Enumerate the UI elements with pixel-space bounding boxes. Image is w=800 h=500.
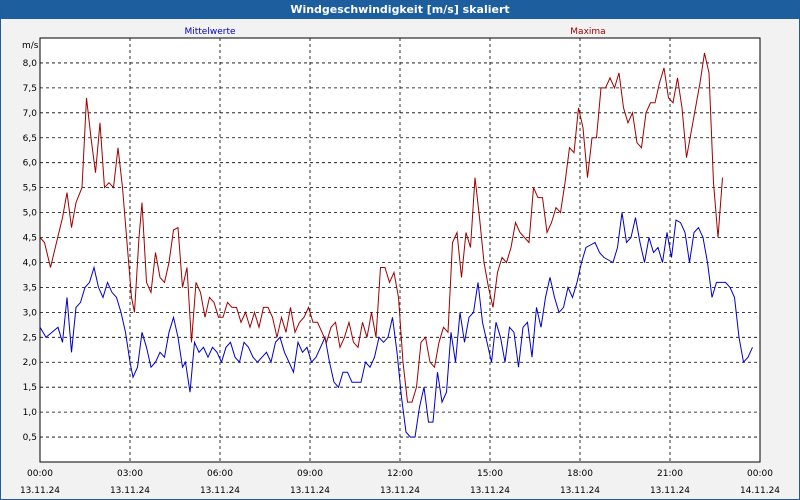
x-axis: 00:00 13.11.24 03:00 13.11.24 06:00 13.11.24 0…: [20, 469, 780, 496]
legend-maxima: Maxima: [570, 27, 605, 37]
y-tick-label: 0,5: [23, 433, 37, 443]
x-tick-date: 14.11.24: [740, 486, 780, 496]
x-tick-time: 03:00: [117, 469, 143, 479]
y-tick-label: 6,0: [23, 159, 38, 169]
y-tick-label: 3,5: [23, 283, 37, 293]
y-tick-label: 4,0: [23, 258, 38, 268]
series-group: [39, 52, 753, 438]
y-axis: 0,5 1,0 1,5 2,0 2,5 3,0 3,5 4,0 4,5 5,0 5,5 6,0 6,5 7…: [23, 59, 38, 443]
x-tick-time: 09:00: [297, 469, 323, 479]
y-tick-label: 1,0: [23, 408, 38, 418]
y-tick-label: 3,0: [23, 308, 38, 318]
x-tick-time: 00:00: [27, 469, 53, 479]
x-tick-date: 13.11.24: [110, 486, 150, 496]
legend-mittelwerte: Mittelwerte: [184, 27, 235, 37]
y-tick-label: 7,5: [23, 84, 37, 94]
x-tick-date: 13.11.24: [290, 486, 330, 496]
y-tick-label: 2,0: [23, 358, 38, 368]
x-tick-time: 15:00: [477, 469, 503, 479]
y-tick-label: 6,5: [23, 134, 37, 144]
x-tick-date: 13.11.24: [380, 486, 420, 496]
x-tick-date: 13.11.24: [560, 486, 600, 496]
x-tick-time: 18:00: [567, 469, 593, 479]
x-tick-date: 13.11.24: [200, 486, 240, 496]
x-tick-date: 13.11.24: [20, 486, 60, 496]
y-tick-label: 5,0: [23, 209, 38, 219]
y-tick-label: 8,0: [23, 59, 38, 69]
y-axis-label: m/s: [22, 41, 39, 51]
x-tick-date: 13.11.24: [470, 486, 510, 496]
y-tick-label: 4,5: [23, 234, 37, 244]
y-tick-label: 7,0: [23, 109, 38, 119]
y-tick-label: 1,5: [23, 383, 37, 393]
x-tick-time: 12:00: [387, 469, 413, 479]
x-tick-time: 21:00: [657, 469, 683, 479]
series-line-maxima: [39, 52, 723, 403]
series-line-mittelwerte: [39, 212, 753, 438]
y-tick-label: 5,5: [23, 184, 37, 194]
x-tick-time: 00:00: [747, 469, 773, 479]
x-tick-time: 06:00: [207, 469, 233, 479]
chart-title: Windgeschwindigkeit [m/s] skaliert: [1, 1, 799, 19]
x-tick-date: 13.11.24: [650, 486, 690, 496]
y-tick-label: 2,5: [23, 333, 37, 343]
